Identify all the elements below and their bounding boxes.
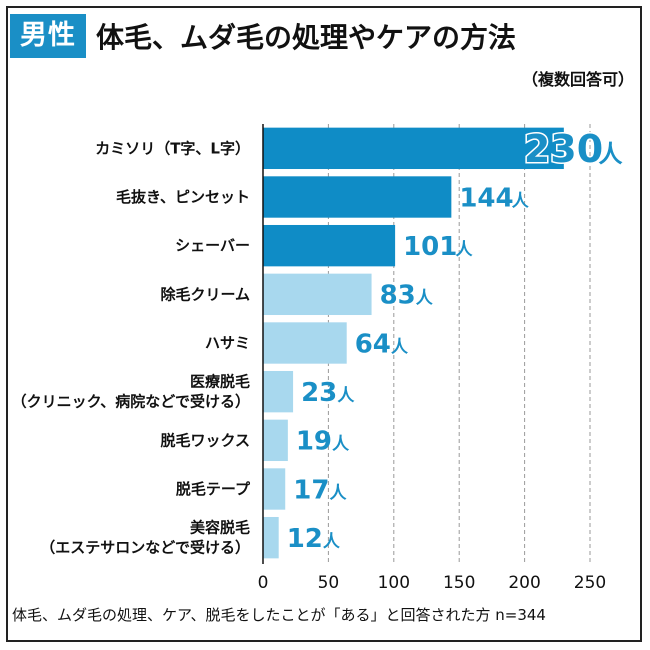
- value-label-6: 19: [296, 427, 332, 457]
- category-label-8-0: 美容脱毛: [190, 519, 250, 537]
- value-unit-8: 人: [323, 532, 341, 552]
- category-label-0: カミソリ（T字、L字）: [95, 139, 250, 157]
- gender-badge: 男性: [10, 14, 86, 58]
- category-label-7: 脱毛テープ: [176, 480, 251, 498]
- x-tick-label-250: 250: [574, 573, 606, 593]
- value-unit-7: 人: [329, 483, 347, 503]
- x-tick-label-150: 150: [443, 573, 475, 593]
- value-label-3: 83: [380, 281, 416, 311]
- value-label-7: 17: [293, 475, 329, 505]
- category-label-2: シェーバー: [175, 237, 250, 255]
- bar-2: [263, 224, 396, 267]
- bar-7: [263, 468, 286, 510]
- chart-title: 体毛、ムダ毛の処理やケアの方法: [96, 21, 517, 54]
- x-tick-label-100: 100: [378, 573, 410, 593]
- value-label-8: 12: [287, 524, 323, 554]
- category-label-4: ハサミ: [205, 334, 250, 352]
- header: 男性 体毛、ムダ毛の処理やケアの方法: [10, 14, 516, 58]
- value-unit-2: 人: [455, 240, 473, 260]
- category-label-5-0: 医療脱毛: [190, 373, 250, 391]
- value-label-1: 144: [459, 183, 513, 213]
- bar-5: [263, 370, 294, 413]
- bar-3: [263, 273, 372, 316]
- value-label-4: 64: [355, 329, 391, 359]
- value-unit-0: 人: [599, 140, 623, 168]
- category-label-3: 除毛クリーム: [160, 285, 250, 303]
- value-label-2: 101: [403, 232, 457, 262]
- value-label-5: 23: [301, 378, 337, 408]
- bar-1: [263, 176, 452, 218]
- value-unit-6: 人: [332, 435, 350, 455]
- bar-4: [263, 322, 347, 364]
- bar-0: [263, 127, 564, 170]
- category-label-5-1: （クリニック、病院などで受ける）: [12, 393, 250, 411]
- x-tick-label-0: 0: [258, 573, 269, 593]
- bar-8: [263, 516, 279, 559]
- x-tick-label-200: 200: [508, 573, 540, 593]
- value-unit-4: 人: [391, 337, 409, 357]
- value-unit-1: 人: [512, 191, 530, 211]
- footnote: 体毛、ムダ毛の処理、ケア、脱毛をしたことが「ある」と回答された方 n=344: [12, 606, 546, 624]
- value-unit-3: 人: [416, 289, 434, 309]
- value-label-0: 230: [524, 127, 603, 171]
- category-label-6: 脱毛ワックス: [160, 431, 250, 449]
- category-label-8-1: （エステサロンなどで受ける）: [40, 539, 250, 557]
- category-label-1: 毛抜き、ピンセット: [116, 188, 250, 206]
- value-unit-5: 人: [337, 386, 355, 406]
- x-tick-label-50: 50: [318, 573, 340, 593]
- chart-subtitle: （複数回答可）: [521, 70, 634, 89]
- bar-6: [263, 419, 288, 462]
